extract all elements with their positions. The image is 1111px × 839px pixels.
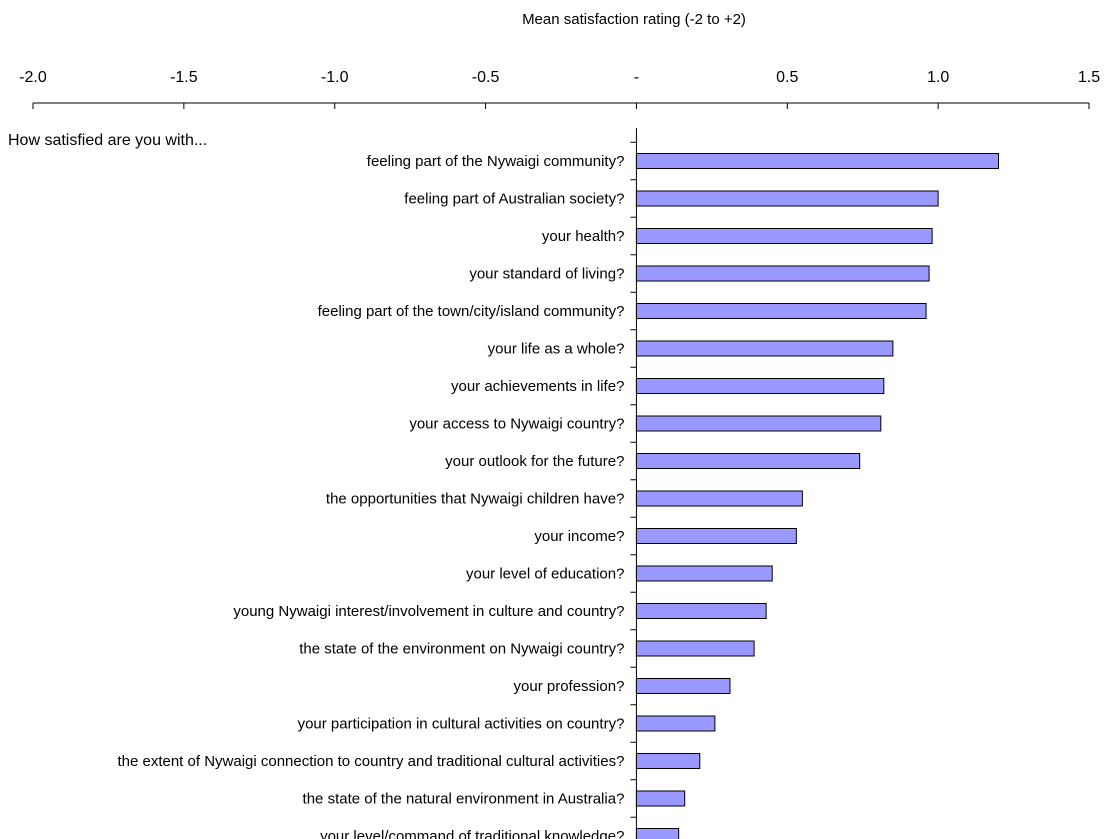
bar: [635, 678, 731, 694]
category-label: your health?: [542, 228, 625, 245]
category-label: your profession?: [514, 678, 625, 695]
bar: [635, 753, 701, 769]
category-label: your level of education?: [466, 566, 624, 583]
x-tick-label: -1.0: [321, 69, 349, 86]
x-tick-label: -2.0: [19, 69, 47, 86]
bar: [635, 603, 767, 619]
bar: [635, 790, 686, 807]
x-tick-label: 1.0: [927, 69, 949, 86]
bar: [635, 190, 939, 207]
bar: [635, 828, 680, 839]
bars-group: [635, 153, 999, 839]
bar: [635, 303, 927, 319]
bar: [635, 415, 882, 432]
bar: [635, 640, 755, 657]
category-label: your life as a whole?: [488, 341, 625, 358]
bar: [635, 340, 894, 357]
category-labels-group: feeling part of the Nywaigi community? fe…: [117, 153, 624, 839]
category-label: your access to Nywaigi country?: [409, 416, 624, 433]
bar: [635, 528, 797, 544]
category-label: the opportunities that Nywaigi children …: [326, 491, 625, 508]
question-label: How satisfied are you with...: [8, 132, 207, 149]
category-label: the state of the environment on Nywaigi …: [299, 641, 624, 658]
x-tick-label: -1.5: [170, 69, 198, 86]
category-label: feeling part of Australian society?: [404, 191, 624, 208]
bar: [635, 153, 999, 169]
category-label: your standard of living?: [469, 266, 624, 283]
bar: [635, 565, 773, 582]
x-tick-label: 1.5: [1078, 69, 1100, 86]
x-tick-label: -0.5: [472, 69, 500, 86]
bar: [635, 265, 930, 282]
category-label: feeling part of the Nywaigi community?: [367, 153, 625, 170]
category-label: your participation in cultural activitie…: [298, 716, 625, 733]
category-label: your outlook for the future?: [445, 453, 624, 470]
x-axis-title: Mean satisfaction rating (-2 to +2): [522, 11, 746, 28]
bar: [635, 715, 716, 732]
category-label: your level/command of traditional knowle…: [320, 828, 624, 839]
bar: [635, 228, 933, 244]
x-tick-label: -: [634, 69, 639, 86]
bar: [635, 490, 803, 507]
category-label: your income?: [534, 528, 624, 545]
x-tick-label: 0.5: [776, 69, 798, 86]
category-label: the state of the natural environment in …: [303, 791, 625, 808]
bar: [635, 378, 885, 394]
category-label: your achievements in life?: [451, 378, 624, 395]
category-label: the extent of Nywaigi connection to coun…: [117, 753, 624, 770]
bar: [635, 453, 861, 469]
category-label: feeling part of the town/city/island com…: [318, 303, 625, 320]
category-label: young Nywaigi interest/involvement in cu…: [233, 603, 624, 620]
